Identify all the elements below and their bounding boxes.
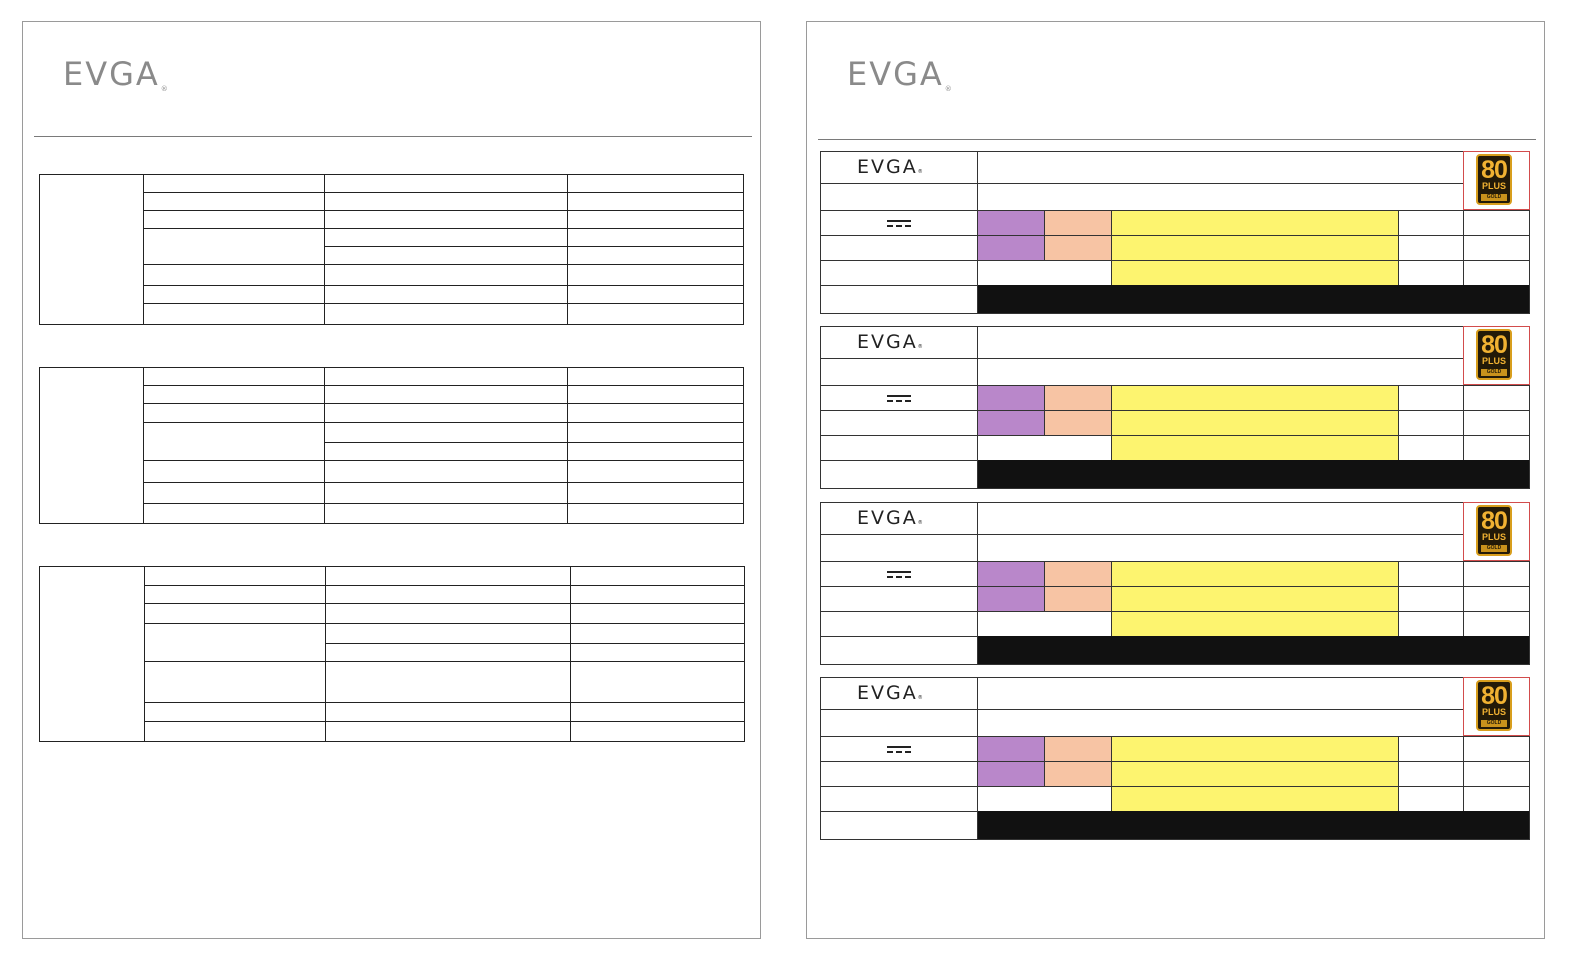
- spec-group-cell: [38, 566, 146, 742]
- evga-logo-small: EVGA®: [857, 682, 925, 704]
- left-page: EVGA®: [22, 21, 761, 939]
- evga-logo: EVGA®: [63, 55, 170, 93]
- spec-table-1: [38, 174, 745, 325]
- evga-logo-small: EVGA®: [857, 331, 925, 353]
- total-power-bar: [977, 811, 1530, 839]
- psu-label-card: EVGA® 80 PLUS GOLD: [820, 326, 1530, 489]
- dc-symbol-icon: [887, 571, 911, 578]
- 80-plus-gold-badge-icon: 80 PLUS GOLD: [1476, 154, 1512, 205]
- rail-cell-yellow: [1111, 385, 1398, 460]
- badge-frame: [1463, 677, 1530, 736]
- spec-group-cell: [38, 174, 145, 325]
- rail-cell-yellow: [1111, 561, 1398, 636]
- label-frame: [820, 502, 1530, 665]
- spec-table-3: [38, 566, 746, 742]
- psu-label-card: EVGA® 80 PLUS GOLD: [820, 151, 1530, 314]
- label-frame: [820, 326, 1530, 489]
- label-frame: [820, 151, 1530, 314]
- total-power-bar: [977, 460, 1530, 488]
- evga-logo-small: EVGA®: [857, 156, 925, 178]
- psu-label-card: EVGA® 80 PLUS GOLD: [820, 502, 1530, 665]
- psu-label-card: EVGA® 80 PLUS GOLD: [820, 677, 1530, 840]
- dc-symbol-icon: [887, 220, 911, 227]
- 80-plus-gold-badge-icon: 80 PLUS GOLD: [1476, 680, 1512, 731]
- rail-cell-yellow: [1111, 210, 1398, 285]
- evga-logo-small: EVGA®: [857, 507, 925, 529]
- dc-symbol-icon: [887, 395, 911, 402]
- 80-plus-gold-badge-icon: 80 PLUS GOLD: [1476, 505, 1512, 556]
- label-frame: [820, 677, 1530, 840]
- header-divider: [818, 139, 1536, 140]
- 80-plus-gold-badge-icon: 80 PLUS GOLD: [1476, 329, 1512, 380]
- spec-group-cell: [38, 367, 145, 524]
- total-power-bar: [977, 636, 1530, 664]
- spec-table-2: [38, 367, 745, 524]
- total-power-bar: [977, 285, 1530, 313]
- badge-frame: [1463, 502, 1530, 561]
- header-divider: [34, 136, 752, 137]
- badge-frame: [1463, 326, 1530, 385]
- dc-symbol-icon: [887, 746, 911, 753]
- badge-frame: [1463, 151, 1530, 210]
- evga-logo: EVGA®: [847, 55, 954, 93]
- right-page: EVGA® EVGA® 80 PLUS GOLD EVGA® 80 PLUS G…: [806, 21, 1545, 939]
- rail-cell-yellow: [1111, 736, 1398, 811]
